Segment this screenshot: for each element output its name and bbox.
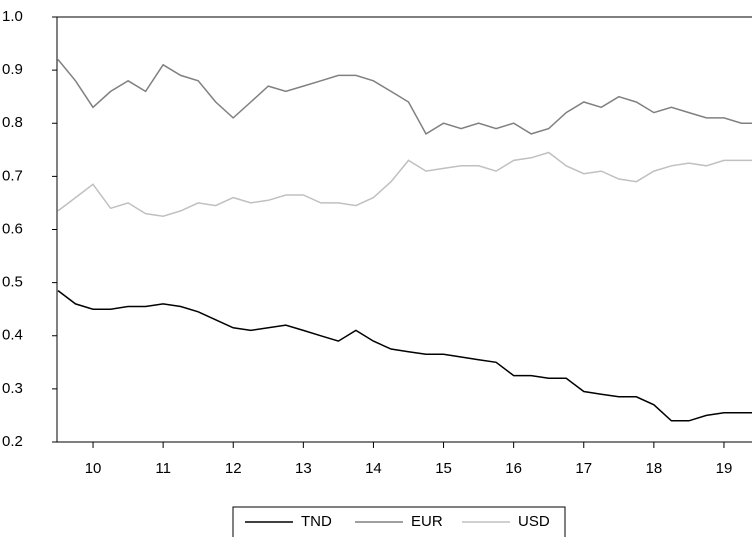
- y-tick-label: 1.0: [2, 8, 23, 25]
- y-tick-label: 0.6: [2, 220, 23, 237]
- x-tick-label: 18: [646, 460, 663, 477]
- y-tick-label: 0.4: [2, 327, 23, 344]
- y-tick-label: 0.7: [2, 167, 23, 184]
- legend-label: EUR: [411, 513, 443, 530]
- x-tick-label: 10: [85, 460, 102, 477]
- x-tick-label: 11: [155, 460, 171, 477]
- x-tick-label: 12: [225, 460, 242, 477]
- x-tick-label: 19: [716, 460, 733, 477]
- series-line: [57, 151, 752, 217]
- legend-label: TND: [301, 513, 332, 530]
- series-line: [57, 59, 752, 135]
- x-tick-label: 17: [575, 460, 592, 477]
- x-tick-label: 14: [365, 460, 382, 477]
- x-tick-label: 16: [505, 460, 522, 477]
- y-tick-label: 0.2: [2, 433, 23, 450]
- y-tick-label: 0.5: [2, 274, 23, 291]
- series-line: [57, 290, 752, 422]
- x-tick-label: 13: [295, 460, 312, 477]
- y-tick-label: 0.3: [2, 380, 23, 397]
- x-tick-label: 15: [435, 460, 452, 477]
- y-tick-label: 0.9: [2, 61, 23, 78]
- y-tick-label: 0.8: [2, 114, 23, 131]
- legend-label: USD: [518, 513, 550, 530]
